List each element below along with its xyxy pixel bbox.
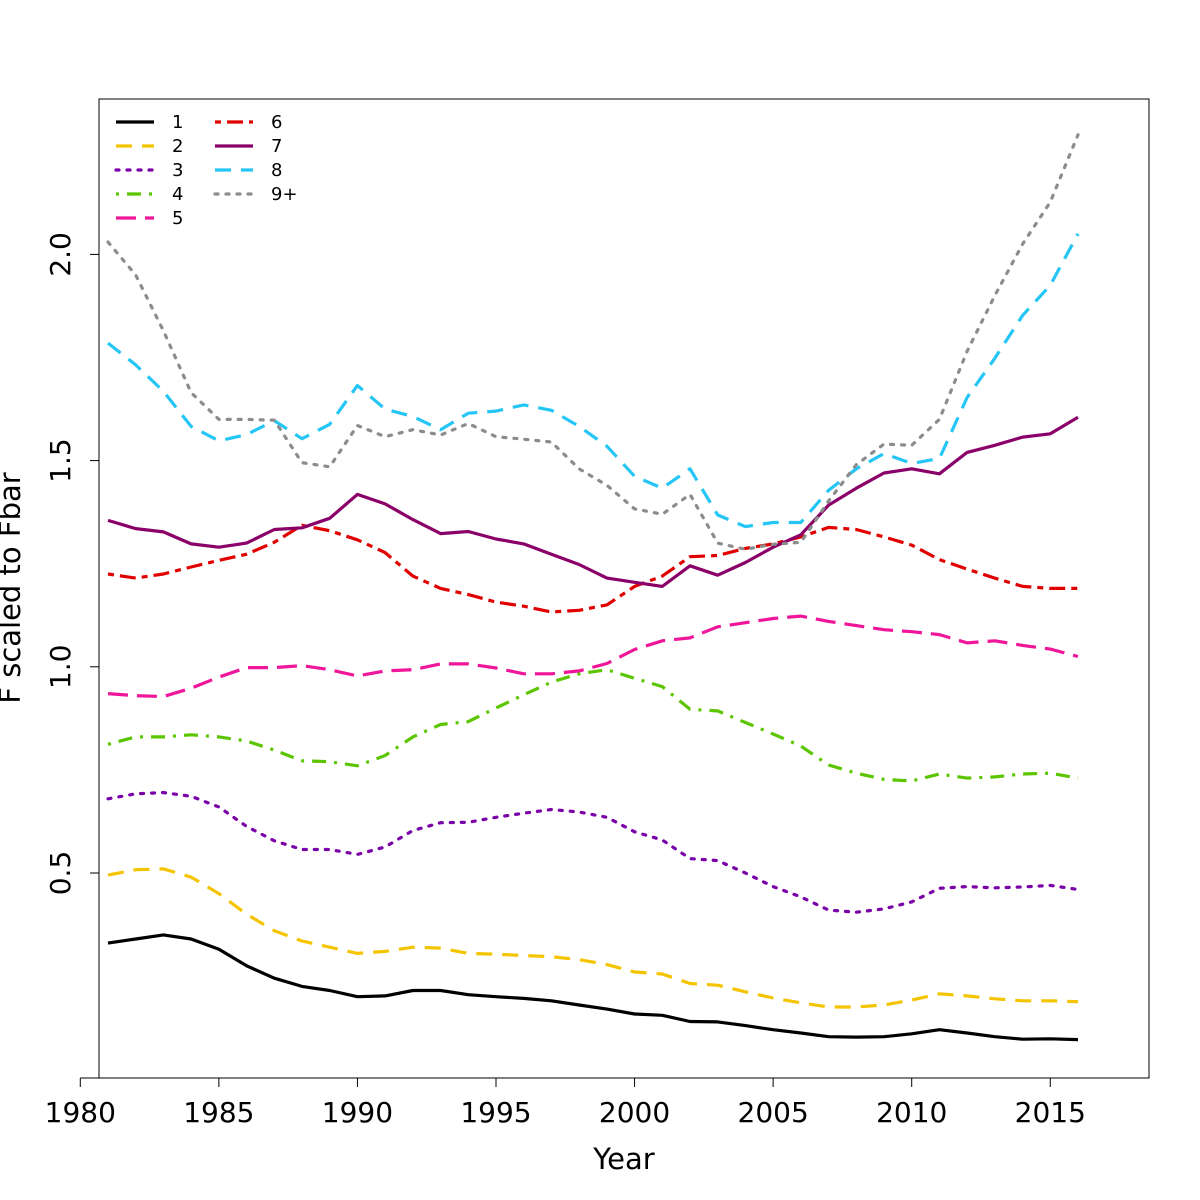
x-tick-label: 1995 — [460, 1096, 531, 1129]
x-tick-label: 2010 — [876, 1096, 947, 1129]
legend-label-5: 5 — [172, 208, 183, 229]
legend: 1 2 3 4 5 6 7 8 9+ — [114, 112, 298, 229]
y-axis: 0.5 1.0 1.5 2.0 — [44, 232, 100, 896]
x-axis-title: Year — [592, 1142, 654, 1176]
series-line-8 — [107, 233, 1080, 529]
y-tick-label: 0.5 — [44, 851, 77, 896]
legend-label-3: 3 — [172, 160, 183, 181]
legend-label-7: 7 — [271, 136, 282, 157]
x-tick-label: 2015 — [1015, 1096, 1086, 1129]
y-tick-label: 1.5 — [44, 438, 77, 483]
y-tick-label: 2.0 — [44, 232, 77, 277]
x-tick-label: 2000 — [599, 1096, 670, 1129]
series-line-6 — [107, 523, 1078, 614]
series-line-3 — [106, 790, 1080, 914]
x-axis: 1980 1985 1990 1995 2000 2005 2010 2015 — [45, 1077, 1086, 1129]
x-tick-label: 1990 — [322, 1096, 393, 1129]
y-tick-label: 1.0 — [44, 645, 77, 690]
legend-label-6: 6 — [271, 112, 282, 133]
series-line-4 — [107, 668, 1079, 783]
legend-label-1: 1 — [172, 112, 183, 133]
series-line-1 — [107, 933, 1079, 1042]
x-tick-label: 1980 — [45, 1096, 116, 1129]
legend-label-8: 8 — [271, 160, 282, 181]
y-axis-title: F scaled to Fbar — [0, 472, 27, 703]
series-layer — [106, 133, 1080, 1042]
series-line-2 — [107, 867, 1079, 1009]
plot-frame — [98, 98, 1150, 1079]
legend-label-9plus: 9+ — [271, 184, 298, 205]
legend-label-4: 4 — [172, 184, 183, 205]
x-tick-label: 2005 — [738, 1096, 809, 1129]
x-tick-label: 1985 — [183, 1096, 254, 1129]
series-line-7 — [107, 415, 1079, 589]
series-line-5 — [107, 614, 1079, 699]
legend-label-2: 2 — [172, 136, 183, 157]
series-line-9plus — [106, 133, 1080, 551]
